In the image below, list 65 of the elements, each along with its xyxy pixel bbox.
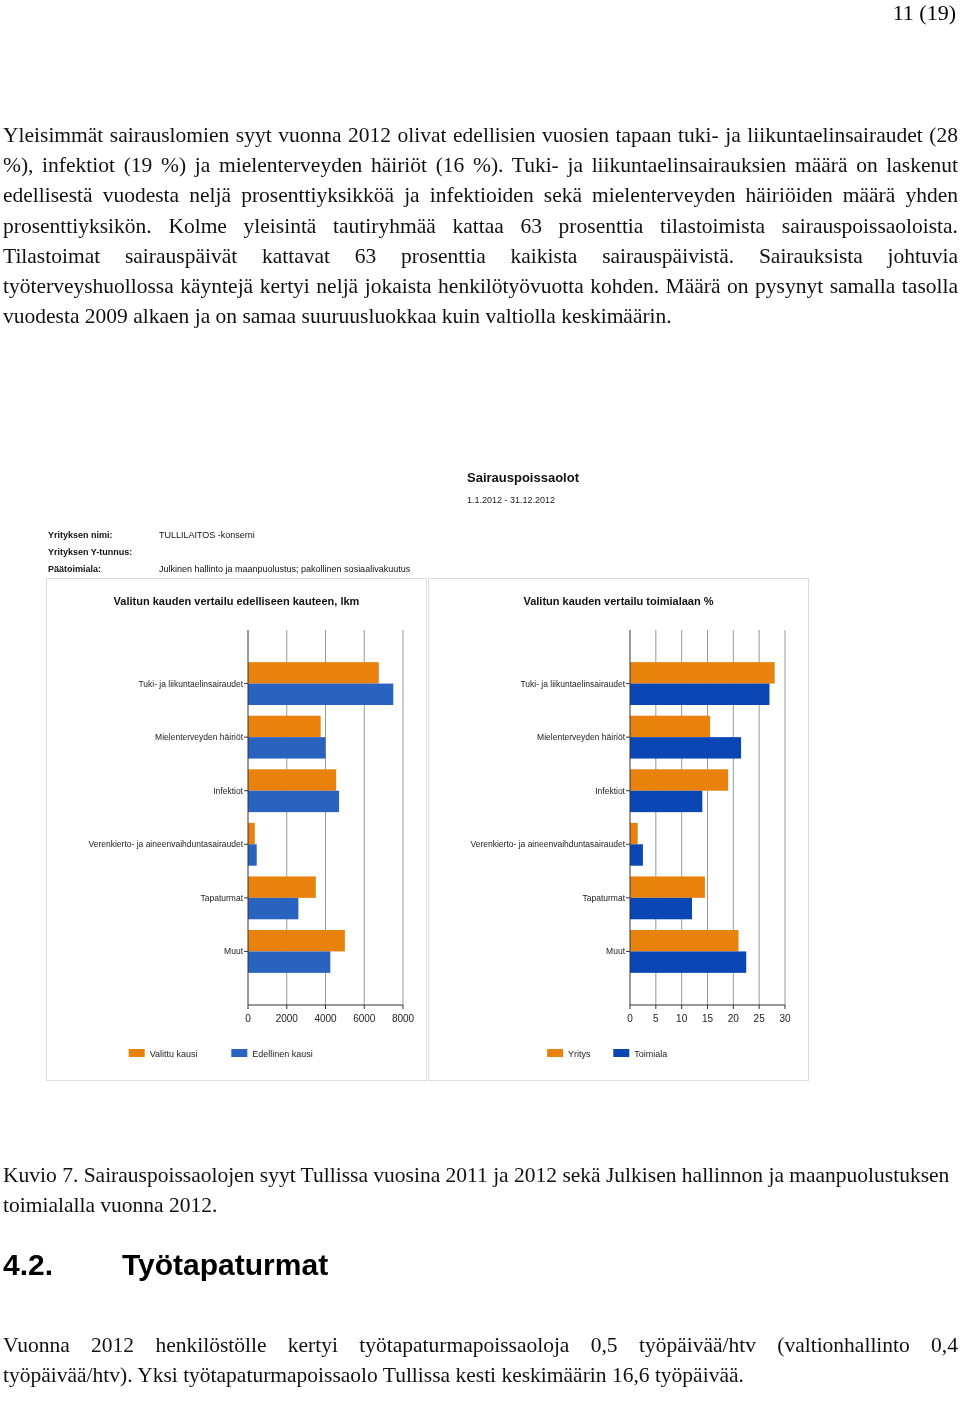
y-tick-label: Mielenterveyden häiriöt: [537, 732, 626, 743]
text: Vuonna 2012 henkilöstölle kertyi työtapaturmapoissaoloja 0,5 työpäivää/htv (valtionhallinto 0,4 työpäivää/htv). Yksi työtapaturmapoissaolo Tullissa kesti keskimäärin 16,6 työpäivää.: [3, 1332, 958, 1390]
y-tick-label: Verenkierto- ja aineenvaihduntasairaudet: [470, 839, 626, 850]
text: Yrityksen nimi:: [48, 530, 113, 540]
bar: [630, 897, 692, 920]
x-tick-label: 10: [676, 1013, 688, 1024]
bar: [248, 897, 299, 920]
x-tick-label: 6000: [353, 1013, 376, 1024]
x-tick-label: 15: [701, 1013, 714, 1024]
legend-label: Edellinen kausi: [252, 1048, 313, 1059]
x-tick-label: 30: [779, 1013, 791, 1024]
bar: [630, 951, 747, 973]
bar: [630, 662, 775, 684]
text: TULLILAITOS -konserni: [159, 530, 255, 540]
y-tick-label: Infektiot: [595, 785, 626, 796]
y-tick-label: Muut: [224, 946, 244, 957]
bar: [630, 683, 770, 705]
bar: [248, 715, 321, 738]
text: 4.2.: [3, 1248, 54, 1282]
bar: [248, 790, 340, 813]
text: 1.1.2012 - 31.12.2012: [467, 495, 556, 505]
bar: [630, 876, 705, 898]
bar: [630, 844, 643, 866]
y-tick-label: Infektiot: [213, 785, 244, 796]
y-tick-label: Tapaturmat: [200, 892, 244, 903]
x-tick-label: 0: [627, 1013, 634, 1024]
text: Kuvio 7. Sairauspoissaolojen syyt Tullissa vuosina 2011 ja 2012 sekä Julkisen hallinnon ja maanpuolustuksen toimialalla vuonna 2012.: [3, 1162, 951, 1220]
bar: [248, 769, 337, 791]
bar: [630, 769, 729, 791]
x-tick-label: 2000: [275, 1013, 299, 1024]
text: Päätoimiala:: [48, 564, 102, 574]
y-tick-label: Tuki- ja liikuntaelinsairaudet: [138, 678, 244, 689]
x-tick-label: 0: [245, 1013, 252, 1024]
chart-title: Valitun kauden vertailu toimialaan %: [523, 595, 714, 607]
bar: [248, 930, 345, 952]
x-tick-label: 5: [653, 1013, 660, 1024]
bar: [248, 683, 394, 705]
text: Sairauspoissaolot: [467, 470, 580, 485]
text: Yrityksen Y-tunnus:: [48, 547, 133, 557]
legend-label: Yritys: [568, 1048, 592, 1059]
bar: [630, 790, 703, 813]
legend-label: Valittu kausi: [149, 1048, 198, 1059]
y-tick-label: Tapaturmat: [582, 892, 626, 903]
x-tick-label: 20: [727, 1013, 740, 1024]
bar: [248, 662, 379, 684]
y-tick-label: Muut: [606, 946, 626, 957]
y-tick-label: Tuki- ja liikuntaelinsairaudet: [520, 678, 626, 689]
bar: [248, 737, 326, 759]
bar: [248, 876, 316, 898]
legend-label: Toimiala: [634, 1048, 668, 1059]
text: 11 (19): [892, 0, 956, 26]
bar: [248, 951, 331, 973]
y-tick-label: Mielenterveyden häiriöt: [155, 732, 244, 743]
bar: [630, 715, 711, 738]
chart-title: Valitun kauden vertailu edelliseen kauteen, lkm: [113, 595, 360, 607]
y-tick-label: Verenkierto- ja aineenvaihduntasairaudet: [88, 839, 244, 850]
bar: [248, 844, 257, 866]
x-tick-label: 4000: [314, 1013, 338, 1024]
x-tick-label: 25: [753, 1013, 766, 1024]
text: Julkinen hallinto ja maanpuolustus; pakollinen sosiaalivakuutus: [159, 564, 411, 574]
text: Työtapaturmat: [122, 1248, 329, 1282]
x-tick-label: 8000: [391, 1013, 415, 1024]
bar: [630, 737, 742, 759]
text: Yleisimmät sairauslomien syyt vuonna 2012 olivat edellisien vuosien tapaan tuki- ja liikuntaelinsairaudet (28 %), infektiot (19 %) ja mielenterveyden häiriöt (16 %). Tuki- ja liikuntaelinsairauksien määrä on laskenut edellisestä vuodesta neljä prosenttiyksikköä ja infektioiden sekä mielenterveyden häiriöiden määrä yhden prosenttiyksikön. Kolme yleisintä tautiryhmää kattaa 63 prosenttia tilastoimista sairauspoissaoloista. Tilastoimat sairauspäivät kattavat 63 prosenttia kaikista sairauspäivistä. Sairauksista johtuvia työterveyshuollossa käyntejä kertyi neljä jokaista henkilötyövuotta kohden. Määrä on pysynyt samalla tasolla vuodesta 2009 alkaen ja on samaa suuruusluokkaa kuin valtiolla keskimäärin.: [3, 122, 958, 331]
bar: [630, 930, 739, 952]
